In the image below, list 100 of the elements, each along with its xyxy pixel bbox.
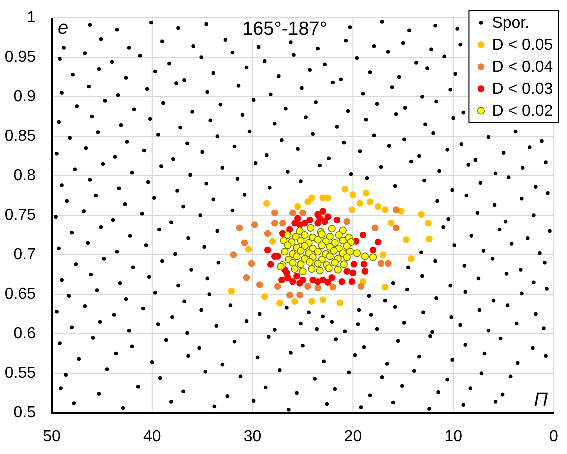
point <box>290 278 296 286</box>
point <box>350 270 357 277</box>
point <box>344 268 351 275</box>
y-tick-label: 0.95 <box>4 49 36 66</box>
point <box>263 200 270 208</box>
point <box>302 220 308 227</box>
legend-label: D < 0.02 <box>492 102 554 120</box>
point <box>403 236 410 244</box>
x-tick-label: 30 <box>244 428 262 446</box>
y-axis-title: e <box>58 18 69 39</box>
point <box>230 252 238 258</box>
point <box>256 282 264 288</box>
y-tick-label: 0.65 <box>4 286 36 303</box>
point <box>418 211 425 218</box>
point <box>358 283 365 290</box>
point <box>378 260 385 268</box>
point <box>236 224 244 232</box>
point <box>330 284 337 291</box>
point <box>370 246 377 254</box>
point <box>392 224 400 232</box>
point <box>241 240 248 247</box>
point <box>360 261 368 268</box>
point <box>304 198 312 206</box>
point <box>306 216 314 224</box>
point <box>296 280 304 287</box>
point <box>290 210 296 217</box>
point <box>382 206 389 214</box>
point <box>245 246 252 253</box>
point <box>336 300 344 307</box>
point <box>314 278 322 286</box>
point <box>392 206 400 214</box>
point <box>362 268 369 275</box>
point <box>372 224 379 232</box>
point <box>348 206 356 214</box>
point <box>304 283 312 290</box>
point <box>350 192 357 198</box>
point <box>382 284 389 291</box>
point <box>366 198 374 206</box>
point <box>251 222 258 228</box>
point <box>348 278 356 286</box>
x-tick-label: 10 <box>444 428 463 446</box>
legend-label: D < 0.04 <box>492 58 554 76</box>
point <box>342 186 349 193</box>
legend-label: D < 0.03 <box>492 80 554 98</box>
point <box>267 261 274 268</box>
point <box>243 274 250 282</box>
y-tick-label: 0.7 <box>14 246 36 264</box>
y-tick-label: 0.55 <box>4 365 36 382</box>
point <box>384 260 392 268</box>
point <box>294 203 302 210</box>
point <box>308 194 316 202</box>
point <box>388 220 395 227</box>
y-tick-label: 0.5 <box>14 404 36 422</box>
legend-label: Spor. <box>492 14 530 32</box>
point <box>324 194 332 202</box>
point <box>280 220 286 227</box>
y-tick-label: 0.8 <box>14 168 36 184</box>
point <box>425 220 432 227</box>
point <box>328 274 336 282</box>
point <box>271 220 278 227</box>
point <box>320 208 326 215</box>
point <box>374 203 382 210</box>
point <box>408 256 415 262</box>
chart-title: 165°-187° <box>242 18 328 40</box>
point <box>314 284 322 292</box>
x-tick-label: 0 <box>550 428 559 446</box>
point <box>380 252 387 258</box>
point <box>322 218 328 226</box>
point <box>334 216 341 224</box>
point <box>294 215 302 222</box>
y-tick-label: 0.6 <box>14 326 36 342</box>
point <box>274 283 282 290</box>
point <box>228 288 236 295</box>
point <box>261 293 268 300</box>
y-tick-label: 0.85 <box>4 128 36 145</box>
point <box>308 298 316 306</box>
point <box>356 200 364 208</box>
point <box>284 270 290 277</box>
point <box>300 210 306 217</box>
point <box>264 230 272 238</box>
x-axis-title: Π <box>534 390 548 411</box>
y-tick-label: 0.75 <box>4 207 36 224</box>
point <box>426 236 433 243</box>
legend-label: D < 0.05 <box>492 36 554 54</box>
point <box>292 298 298 306</box>
point <box>314 220 322 227</box>
point <box>360 232 367 239</box>
point <box>324 279 332 286</box>
point <box>248 260 256 268</box>
point <box>320 296 326 304</box>
point <box>296 292 304 299</box>
y-tick-label: 1 <box>27 10 36 26</box>
point <box>294 272 300 280</box>
y-tick-label: 0.9 <box>14 88 36 106</box>
point <box>264 246 272 254</box>
point <box>324 214 332 220</box>
point <box>276 300 284 307</box>
x-tick-label: 20 <box>344 428 362 446</box>
point <box>374 238 382 246</box>
point <box>362 190 370 197</box>
